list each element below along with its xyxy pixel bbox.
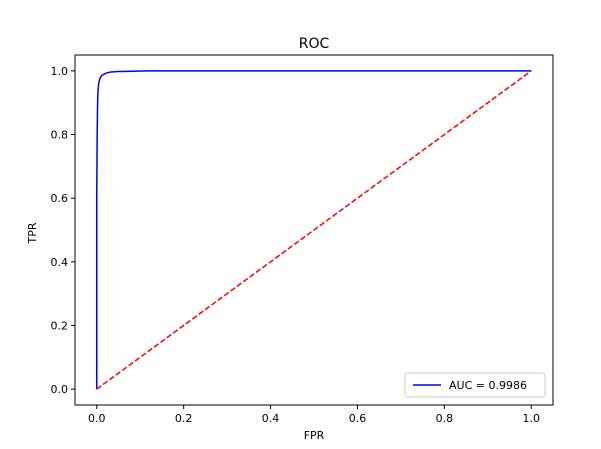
legend: AUC = 0.9986: [404, 372, 546, 398]
y-tick-label: 0.6: [51, 192, 69, 205]
y-tick-label: 0.0: [51, 383, 69, 396]
legend-box: [404, 372, 546, 398]
chance-diagonal-line: [96, 70, 532, 390]
x-tick-label: 0.4: [262, 412, 280, 425]
y-tick-label: 1.0: [51, 65, 69, 78]
chart-title: ROC: [299, 36, 330, 52]
y-axis-label: TPR: [26, 222, 39, 244]
plot-area: 0.0 0.2 0.4 0.6 0.8 1.0 0.0 0.2 0.4 0.6 0.8 1.0: [51, 54, 554, 425]
y-tick-label: 0.4: [51, 256, 69, 269]
y-tick-label: 0.2: [51, 319, 69, 332]
x-tick-label: 1.0: [523, 412, 541, 425]
legend-label: AUC = 0.9986: [449, 379, 527, 392]
x-tick-label: 0.6: [349, 412, 367, 425]
y-tick-label: 0.8: [51, 129, 69, 142]
x-axis-label: FPR: [304, 429, 325, 442]
roc-curve-line: [95, 70, 532, 390]
axes-frame: [74, 54, 554, 406]
x-tick-label: 0.2: [175, 412, 193, 425]
x-tick-label: 0.0: [88, 412, 106, 425]
x-tick-label: 0.8: [436, 412, 454, 425]
